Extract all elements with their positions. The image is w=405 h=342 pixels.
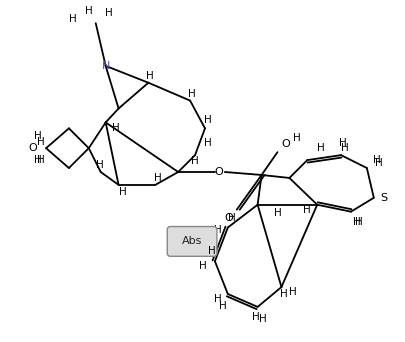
Text: H: H [339,138,347,148]
Text: H: H [303,205,311,215]
Text: O: O [29,143,38,153]
Text: H: H [204,115,212,126]
Text: H: H [290,287,297,297]
Text: H: H [341,143,349,153]
Text: H: H [317,143,325,153]
Text: Abs: Abs [182,236,202,247]
Text: H: H [219,301,227,311]
Text: H: H [214,294,222,304]
Text: H: H [34,155,42,165]
Text: H: H [208,246,216,256]
Text: H: H [69,14,77,24]
Text: H: H [34,131,42,141]
Text: H: H [199,261,207,271]
Text: H: H [119,187,126,197]
Text: H: H [375,158,383,168]
Text: H: H [274,208,281,218]
Text: H: H [373,155,381,165]
Text: H: H [191,156,199,166]
Text: O: O [215,167,223,177]
Text: O: O [281,139,290,149]
Text: H: H [96,160,104,170]
Text: H: H [214,224,222,235]
Text: H: H [37,155,45,165]
Text: H: H [259,314,266,324]
Text: H: H [112,123,119,133]
Text: H: H [147,71,154,81]
Text: H: H [105,8,113,18]
Text: H: H [204,138,212,148]
FancyBboxPatch shape [167,226,217,256]
Text: H: H [85,6,93,16]
Text: H: H [228,213,236,223]
Text: H: H [294,133,301,143]
Text: H: H [279,289,287,299]
Text: H: H [154,173,162,183]
Text: N: N [102,61,110,71]
Text: H: H [252,312,260,322]
Text: H: H [37,137,45,147]
Text: O: O [224,213,233,223]
Text: H: H [188,89,196,98]
Text: H: H [355,216,363,227]
Text: S: S [380,193,387,203]
Text: H: H [353,216,361,227]
